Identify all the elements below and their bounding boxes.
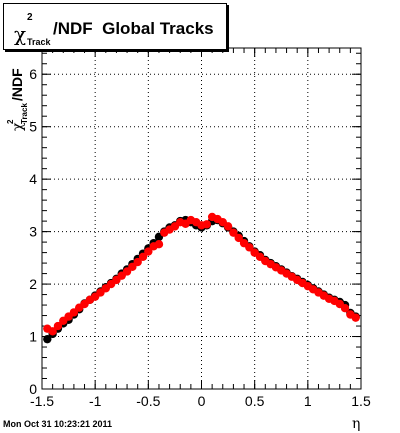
data-point-red — [138, 252, 148, 261]
data-point-red — [245, 243, 254, 252]
x-tick-label: -1 — [89, 393, 102, 409]
title-chi-symbol: χ — [14, 22, 27, 46]
grid-lines — [42, 48, 361, 389]
data-point-red — [340, 304, 350, 313]
svg-text:Track: Track — [20, 103, 29, 124]
title-subscript: Track — [27, 37, 51, 47]
y-tick-label: 3 — [29, 224, 37, 240]
data-point-red — [351, 313, 360, 322]
timestamp: Mon Oct 31 10:23:21 2011 — [3, 419, 113, 429]
x-tick-label: 0.5 — [245, 393, 265, 409]
svg-text:2: 2 — [6, 119, 15, 124]
data-point-red — [154, 240, 164, 249]
data-point-red — [53, 321, 63, 331]
y-tick-label: 4 — [29, 171, 37, 187]
x-tick-label: 1 — [304, 393, 312, 409]
x-tick-label: 1.5 — [351, 393, 371, 409]
data-point-red — [229, 228, 238, 237]
data-point-red — [223, 222, 233, 231]
svg-text:χ: χ — [10, 122, 26, 131]
x-tick-label: -1.5 — [30, 393, 54, 409]
y-tick-label: 5 — [29, 119, 37, 135]
title-superscript: 2 — [27, 12, 33, 23]
x-tick-label: -0.5 — [136, 393, 160, 409]
y-tick-label: 1 — [29, 329, 37, 345]
x-tick-label: 0 — [198, 393, 206, 409]
data-point-black — [43, 334, 52, 344]
svg-text:/NDF: /NDF — [9, 68, 25, 101]
series-red — [43, 212, 360, 336]
chart-title: /NDF Global Tracks — [53, 19, 214, 38]
title-box: χ 2 Track /NDF Global Tracks — [3, 3, 227, 50]
data-point-red — [48, 327, 57, 336]
data-point-red — [144, 247, 153, 256]
data-point-red — [202, 220, 212, 229]
data-point-red — [133, 257, 142, 267]
y-tick-label: 0 — [29, 381, 37, 397]
x-axis-title: η — [352, 416, 360, 432]
axis-ticks — [41, 48, 362, 390]
y-axis-title: χ 2 Track /NDF — [6, 68, 29, 131]
y-tick-label: 6 — [29, 66, 37, 82]
y-tick-label: 2 — [29, 276, 37, 292]
tick-labels: -1.5 -1 -0.5 0 0.5 1 1.5 0 1 2 3 4 5 6 — [29, 66, 371, 409]
plot-frame — [41, 47, 362, 390]
data-point-red — [234, 233, 243, 243]
